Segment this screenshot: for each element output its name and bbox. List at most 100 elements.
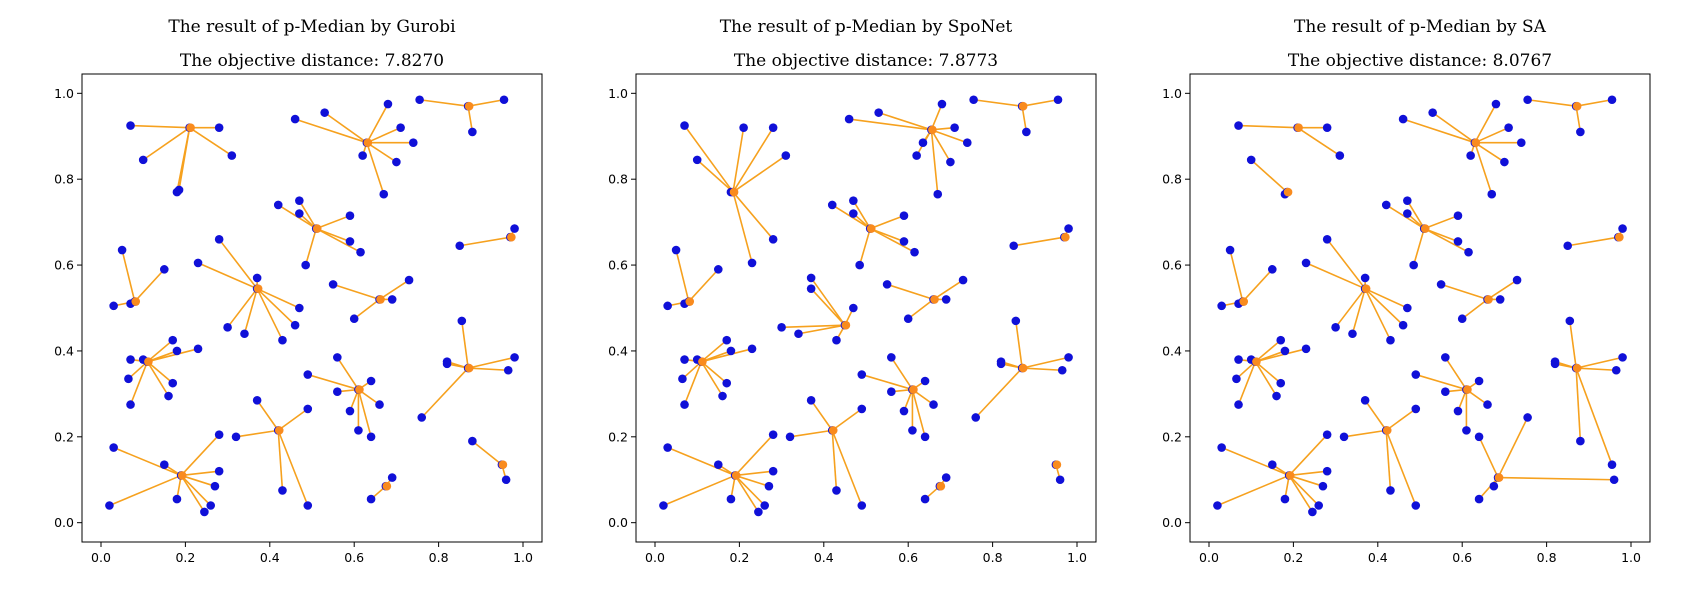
assignment-edge <box>1289 470 1328 477</box>
demand-point <box>396 123 405 132</box>
y-tick-label: 0.2 <box>1162 429 1182 444</box>
assignment-edge <box>1364 288 1392 341</box>
demand-point <box>1339 432 1349 442</box>
assignment-edge <box>1498 476 1615 481</box>
assignment-edge <box>1254 361 1278 397</box>
demand-point <box>164 391 173 401</box>
chart-subtitle: The objective distance: 7.8270 <box>180 51 444 71</box>
facility-point <box>253 284 263 293</box>
demand-point <box>713 460 723 470</box>
demand-point <box>193 258 203 268</box>
demand-point <box>806 284 816 293</box>
demand-point <box>1272 391 1281 401</box>
facility-point <box>1052 460 1062 470</box>
assignment-edge <box>324 111 368 144</box>
demand-point <box>417 413 427 422</box>
assignment-edge <box>218 238 258 290</box>
demand-point <box>1398 320 1408 330</box>
assignment-edge <box>1478 436 1499 478</box>
demand-point <box>768 430 778 439</box>
assignment-edge <box>1474 103 1497 144</box>
demand-point <box>109 443 118 452</box>
assignment-edge <box>1364 399 1387 431</box>
demand-point <box>1280 494 1290 504</box>
demand-point <box>781 151 791 160</box>
demand-point <box>174 185 184 195</box>
demand-point <box>855 260 864 270</box>
demand-point <box>301 260 310 270</box>
demand-point <box>345 211 355 220</box>
x-tick-label: 0.4 <box>1368 550 1388 565</box>
assignment-edge <box>294 118 368 144</box>
assignment-edge <box>1402 118 1476 144</box>
assignment-edge <box>732 127 745 193</box>
demand-point <box>320 108 329 117</box>
assignment-edge <box>1575 356 1623 369</box>
demand-point <box>172 346 182 356</box>
demand-point <box>996 359 1006 369</box>
assignment-edge <box>113 446 182 477</box>
assignment-edge <box>683 125 734 193</box>
facility-point <box>186 123 195 132</box>
demand-point <box>105 501 114 510</box>
demand-point <box>1225 245 1235 255</box>
assignment-edge <box>1575 368 1582 442</box>
demand-point <box>1504 123 1513 132</box>
demand-point <box>126 400 135 409</box>
assignment-edge <box>1440 283 1488 301</box>
demand-point <box>295 303 304 313</box>
assignment-edge <box>1221 446 1290 477</box>
demand-point <box>392 157 401 167</box>
demand-point <box>375 400 384 409</box>
demand-point <box>1618 353 1627 362</box>
assignment-edge <box>1478 477 1499 500</box>
assignment-edge <box>419 98 469 107</box>
x-tick-label: 0.4 <box>260 550 280 565</box>
assignment-edge <box>1569 320 1577 369</box>
demand-point <box>1403 209 1412 218</box>
assignment-edge <box>180 475 206 513</box>
demand-point <box>1011 316 1021 326</box>
assignment-edge <box>831 408 863 432</box>
demand-point <box>1495 295 1505 304</box>
demand-point <box>722 335 732 345</box>
demand-point <box>1500 157 1509 167</box>
demand-point <box>946 157 955 167</box>
assignment-edge <box>315 227 361 253</box>
assignment-edge <box>1351 288 1366 334</box>
demand-point <box>857 501 867 510</box>
demand-point <box>252 273 262 283</box>
demand-point <box>874 108 883 117</box>
x-tick-label: 0.6 <box>344 550 364 565</box>
chart-title: The result of p-Median by SpoNet <box>720 17 1013 37</box>
assignment-edge <box>1423 214 1459 230</box>
demand-point <box>1565 316 1575 326</box>
demand-point <box>126 121 135 130</box>
demand-point <box>200 507 209 517</box>
demand-point <box>124 374 133 384</box>
assignment-edge <box>732 127 774 193</box>
assignment-edge <box>696 159 734 193</box>
assignment-edge <box>336 356 360 391</box>
demand-point <box>295 196 304 205</box>
assignment-edge <box>366 142 385 195</box>
demand-point <box>303 370 313 379</box>
demand-point <box>1611 365 1621 375</box>
demand-point <box>345 406 355 416</box>
demand-point <box>680 355 689 364</box>
assignment-edge <box>1238 124 1298 129</box>
assignment-edge <box>930 129 952 163</box>
demand-point <box>345 237 355 246</box>
y-tick-label: 0.8 <box>1162 172 1182 187</box>
demand-point <box>1386 486 1395 495</box>
demand-point <box>910 247 919 257</box>
demand-point <box>442 359 452 369</box>
demand-point <box>159 265 169 274</box>
demand-point <box>1308 507 1317 517</box>
demand-point <box>227 151 237 160</box>
facility-point <box>1471 138 1481 147</box>
demand-point <box>278 335 287 345</box>
demand-point <box>1411 501 1421 510</box>
x-tick-label: 0.2 <box>175 550 195 565</box>
demand-point <box>768 123 778 132</box>
